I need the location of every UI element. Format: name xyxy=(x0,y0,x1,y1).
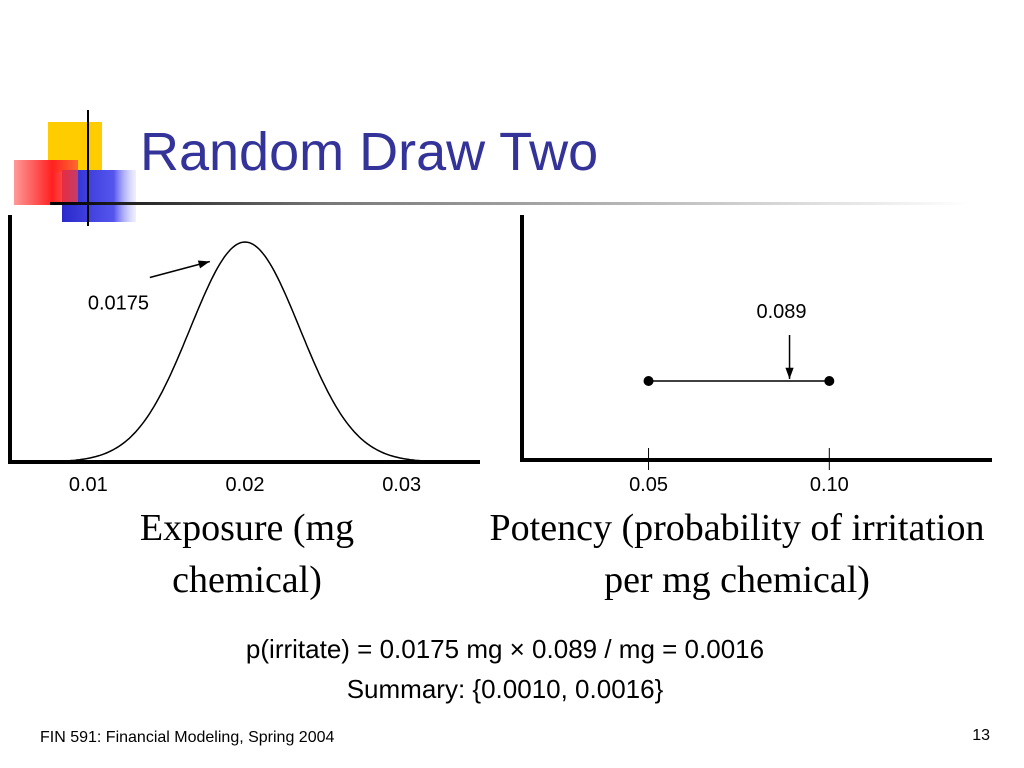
marker-arrowhead xyxy=(197,260,210,269)
x-tick-label: 0.05 xyxy=(629,474,668,496)
page-number: 13 xyxy=(972,727,990,744)
title-rule xyxy=(50,202,970,205)
marker-arrowhead xyxy=(785,367,794,379)
formula: p(irritate) = 0.0175 mg × 0.089 / mg = 0… xyxy=(245,634,765,664)
marker-label: 0.089 xyxy=(757,301,807,323)
range-end xyxy=(643,376,654,386)
x-tick-label: 0.01 xyxy=(69,474,108,496)
summary: Summary: {0.0010, 0.0016} xyxy=(346,674,664,704)
x-axis-label: Exposure (mg chemical) xyxy=(139,507,355,601)
x-tick-label: 0.02 xyxy=(226,474,265,496)
marker-label: 0.0175 xyxy=(88,293,149,315)
footer: FIN 591: Financial Modeling, Spring 2004 xyxy=(40,729,334,746)
slide-title: Random Draw Two xyxy=(140,122,598,182)
x-tick-label: 0.03 xyxy=(382,474,421,496)
density-curve xyxy=(38,241,452,463)
range-end xyxy=(824,376,835,386)
x-axis-label: Potency (probability of irritation per m… xyxy=(489,507,985,601)
logo-red xyxy=(14,160,78,205)
x-tick-label: 0.10 xyxy=(810,474,849,496)
